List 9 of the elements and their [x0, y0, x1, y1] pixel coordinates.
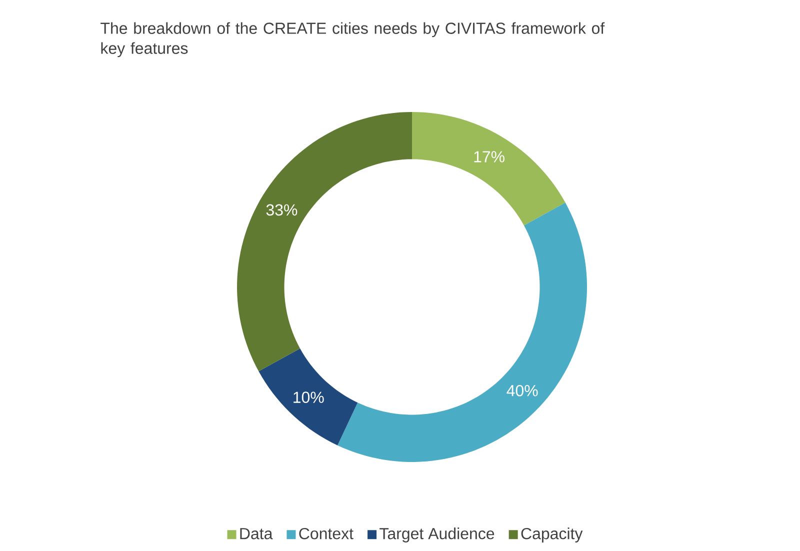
data-label: 10%: [294, 392, 324, 403]
chart-title: The breakdown of the CREATE cities needs by CIVITAS framework of key features: [100, 22, 605, 58]
data-label: 33%: [266, 204, 298, 216]
legend-label: Capacity: [521, 528, 583, 542]
data-label: 40%: [506, 384, 538, 396]
legend-label: Context: [299, 528, 354, 540]
data-label: 17%: [474, 151, 504, 162]
legend-label: Data: [240, 528, 273, 540]
legend-label: Target Audience: [380, 528, 494, 542]
